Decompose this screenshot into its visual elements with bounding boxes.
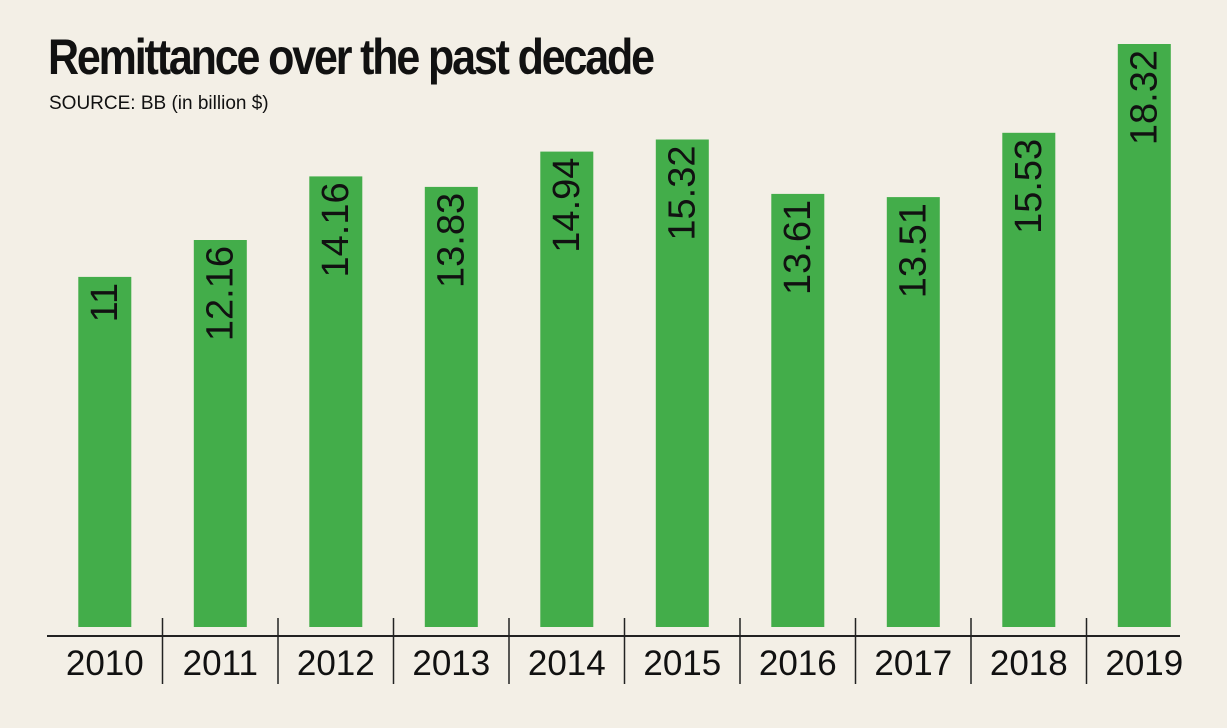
tick-label-2011: 2011: [183, 644, 258, 683]
bar-2016: [771, 193, 825, 627]
data-label-2011: 12.16: [199, 246, 241, 341]
data-label-2017: 13.51: [892, 203, 934, 298]
data-label-2014: 14.94: [546, 158, 588, 253]
chart-subtitle: SOURCE: BB (in billion $): [49, 93, 269, 114]
x-axis: 2010 2011 2012 2013 2014 2015 2016 2017 2018 2019: [47, 618, 1183, 684]
tick-label-2015: 2015: [643, 644, 721, 683]
data-label-2018: 15.53: [1008, 139, 1050, 234]
data-label-2010: 11: [84, 283, 126, 322]
data-label-2019: 18.32: [1123, 50, 1165, 145]
bars-group: 11 12.16 14.16 13.83 14.94 15.32 13.61 13.51 15.…: [78, 44, 1171, 628]
tick-label-2012: 2012: [297, 644, 375, 683]
chart-title: Remittance over the past decade: [48, 29, 655, 85]
bar-2013: [424, 186, 478, 627]
bar-2014: [540, 151, 594, 627]
tick-label-2013: 2013: [412, 644, 490, 683]
bar-2012: [309, 176, 363, 627]
bar-2015: [655, 139, 709, 627]
bar-2019: [1117, 44, 1171, 627]
tick-label-2010: 2010: [66, 644, 144, 683]
bar-2018: [1002, 132, 1056, 628]
data-label-2016: 13.61: [777, 200, 819, 295]
data-label-2012: 14.16: [315, 182, 357, 277]
data-label-2015: 15.32: [661, 146, 703, 241]
bar-2010: [78, 276, 132, 627]
tick-label-2017: 2017: [874, 644, 952, 683]
data-label-2013: 13.83: [430, 193, 472, 288]
bar-2017: [886, 197, 940, 627]
bar-2011: [193, 240, 247, 627]
tick-label-2019: 2019: [1105, 644, 1183, 683]
tick-label-2018: 2018: [990, 644, 1068, 683]
tick-label-2016: 2016: [759, 644, 837, 683]
tick-label-2014: 2014: [528, 644, 606, 683]
